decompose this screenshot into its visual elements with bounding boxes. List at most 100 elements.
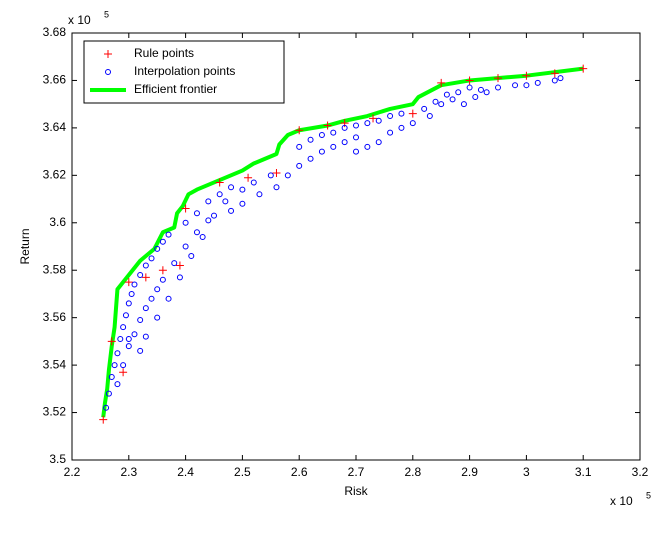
interpolation-point [421,105,428,112]
interpolation-point [398,110,405,117]
x-tick-label: 3.1 [575,465,592,479]
y-tick-label: 3.56 [43,310,67,324]
interpolation-point [188,252,195,259]
interpolation-point [148,255,155,262]
rule-point [119,368,128,377]
interpolation-point [375,117,382,124]
interpolation-point [330,143,337,150]
interpolation-point [137,271,144,278]
x-tick-label: 2.4 [177,465,194,479]
rule-point [437,78,446,87]
interpolation-point [353,122,359,129]
x-axis-label: Risk [344,484,368,498]
y-tick-label: 3.66 [43,73,67,87]
rule-point [175,261,184,270]
interpolation-point [228,207,235,214]
rule-point [141,273,150,282]
rule-point [158,266,167,275]
interpolation-point [534,79,541,86]
interpolation-point [239,200,246,207]
rule-point [465,76,474,85]
x-tick-label: 2.3 [120,465,137,479]
y-tick-label: 3.54 [43,357,67,371]
y-tick-label: 3.58 [43,262,67,276]
interpolation-point [398,124,405,131]
x-tick-label: 3.2 [632,465,649,479]
interpolation-point [125,300,132,307]
interpolation-point [364,143,371,150]
interpolation-point [222,198,229,205]
interpolation-point [211,212,217,219]
interpolation-point [307,155,314,162]
y-tick-label: 3.68 [43,25,67,39]
y-tick-label: 3.62 [43,168,67,182]
interpolation-point [455,89,462,96]
interpolation-point [460,101,467,108]
interpolation-point [205,198,212,205]
interpolation-point [296,143,303,150]
interpolation-point [353,134,359,141]
rule-point [522,71,531,80]
interpolation-point [120,362,127,369]
interpolation-point [341,139,348,146]
interpolation-point [523,82,530,89]
interpolation-point [159,238,166,245]
interpolation-point [137,347,144,354]
interpolation-point [111,362,118,369]
interpolation-point [103,404,110,411]
rule-point [295,126,304,135]
interpolation-point [199,234,206,241]
legend-marker [104,50,112,58]
interpolation-point [483,89,490,96]
interpolation-point [193,229,200,236]
interpolation-point [438,101,445,108]
interpolation-point [341,124,348,131]
interpolation-point [466,84,473,91]
interpolation-point [472,94,479,101]
interpolation-point [443,91,450,98]
interpolation-point [182,243,189,250]
interpolation-point [171,260,178,267]
interpolation-point [426,113,433,120]
rule-point [181,204,190,213]
y-tick-label: 3.6 [49,215,66,229]
interpolation-point [477,86,484,93]
interpolation-point [375,139,382,146]
x-tick-label: 2.7 [348,465,365,479]
x-tick-label: 2.9 [461,465,478,479]
interpolation-point [284,172,291,179]
y-tick-label: 3.5 [49,452,66,466]
interpolation-point [182,219,189,226]
interpolation-point [117,336,124,343]
rule-point [408,109,417,118]
rule-point [369,114,378,123]
legend-label: Efficient frontier [134,82,217,96]
legend-marker [105,69,111,75]
interpolation-point [159,276,166,283]
rule-point [323,121,332,130]
rule-point [272,168,281,177]
interpolation-point [105,390,112,397]
rule-point [107,337,116,346]
legend-label: Rule points [134,46,194,60]
interpolation-point [122,312,129,319]
interpolation-point [353,148,359,155]
rule-point [215,178,224,187]
rule-point [494,74,502,83]
interpolation-point [557,75,564,82]
interpolation-point [176,274,183,281]
interpolation-point [239,186,246,193]
interpolation-point [495,84,501,91]
y-exponent-power: 5 [104,9,109,19]
interpolation-point [154,314,161,321]
interpolation-point [256,191,263,198]
interpolation-point [318,132,325,139]
interpolation-point [128,290,135,297]
efficient-frontier [101,66,584,418]
x-tick-label: 2.8 [404,465,421,479]
y-exponent-base: x 10 [68,13,91,27]
interpolation-point [228,184,235,191]
interpolation-point [267,172,274,179]
interpolation-point [114,350,121,357]
